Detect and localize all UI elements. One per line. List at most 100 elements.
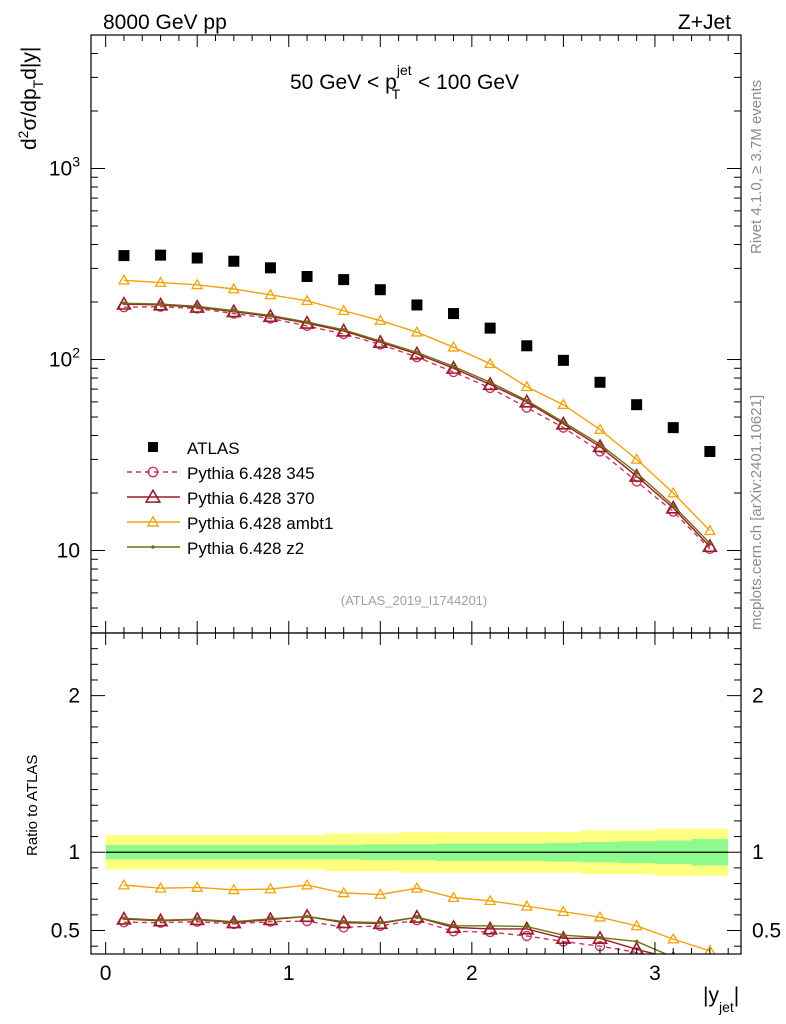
main-point-series-3 — [122, 301, 126, 306]
legend-label-series-3: Pythia 6.428 z2 — [187, 539, 304, 558]
ratio-point-series-2 — [704, 944, 716, 954]
ratio-plot-marks — [116, 878, 716, 974]
ratio-point-series-3 — [634, 939, 639, 944]
ratio-y-tick-label-left: 2 — [68, 685, 80, 708]
main-point-series-2 — [154, 276, 167, 287]
ratio-point-series-2 — [447, 891, 460, 903]
main-point-series-2 — [667, 486, 680, 498]
data-point — [448, 308, 460, 320]
main-point-series-2 — [630, 453, 643, 464]
main-point-series-2 — [520, 380, 533, 392]
ratio-point-series-1 — [299, 908, 315, 923]
main-y-tick-label: 103 — [49, 154, 80, 181]
ratio-point-series-1 — [518, 920, 535, 935]
ratio-point-series-2 — [191, 881, 204, 892]
data-point — [301, 271, 313, 283]
ratio-point-series-0 — [705, 965, 714, 974]
main-point-series-3 — [378, 339, 383, 343]
ratio-point-series-3 — [195, 917, 199, 922]
main-point-series-0 — [521, 402, 532, 413]
main-point-series-2 — [557, 398, 570, 410]
ratio-point-series-2 — [337, 886, 350, 898]
data-point — [338, 274, 350, 286]
main-point-series-3 — [708, 541, 712, 546]
side-label-rivet: Rivet 4.1.0, ≥ 3.7M events — [748, 80, 765, 254]
x-tick-label: 1 — [283, 962, 295, 985]
main-y-tick-label: 102 — [49, 345, 80, 372]
main-point-series-3 — [268, 313, 273, 318]
ratio-point-series-2 — [630, 919, 643, 931]
ratio-point-series-3 — [415, 915, 419, 920]
legend-marker-atlas — [148, 442, 158, 452]
ratio-y-tick-label-right: 0.5 — [752, 920, 781, 943]
main-point-series-2 — [703, 524, 716, 536]
main-point-series-3 — [305, 320, 309, 324]
main-point-series-3 — [671, 503, 676, 508]
main-point-series-3 — [415, 350, 419, 355]
main-point-series-3 — [488, 380, 492, 385]
legend: ATLAS Pythia 6.428 345 Pythia 6.428 370 Pyt… — [127, 439, 333, 558]
ratio-line-series-3 — [123, 915, 668, 954]
main-point-series-2 — [484, 357, 497, 369]
legend-marker-series-3 — [151, 545, 155, 549]
main-point-series-3 — [195, 304, 199, 309]
main-plot-marks — [116, 249, 718, 555]
ratio-point-series-1 — [445, 919, 462, 934]
main-point-series-2 — [264, 288, 277, 300]
data-point — [191, 252, 203, 264]
ratio-line-series-2 — [123, 884, 711, 952]
ratio-point-series-3 — [451, 924, 456, 928]
ratio-point-series-2 — [227, 883, 240, 895]
axes: 0 1 2 3 10 102 103 0.5 0.5 1 1 2 2 — [49, 34, 781, 985]
analysis-watermark: (ATLAS_2019_I1744201) — [341, 593, 487, 608]
main-point-series-2 — [447, 340, 460, 352]
main-point-series-3 — [634, 471, 639, 475]
x-axis-label: |yjet| — [703, 984, 739, 1015]
main-point-series-2 — [227, 282, 240, 294]
ratio-point-series-3 — [598, 935, 602, 940]
main-point-series-3 — [561, 420, 566, 424]
main-point-series-2 — [191, 278, 204, 290]
ratio-point-series-3 — [561, 933, 566, 938]
title-subscript: T — [392, 86, 401, 102]
ratio-point-series-2 — [667, 932, 680, 944]
ratio-point-series-2 — [410, 881, 424, 893]
data-point — [411, 299, 423, 311]
ratio-point-series-3 — [488, 924, 492, 928]
ratio-point-series-0 — [669, 957, 678, 966]
main-point-series-1 — [518, 393, 535, 408]
header-left: 8000 GeV pp — [103, 11, 227, 34]
ratio-point-series-2 — [593, 910, 607, 922]
data-point — [521, 340, 533, 352]
ratio-point-series-3 — [268, 916, 273, 921]
ratio-point-series-3 — [232, 919, 236, 924]
x-tick-label: 2 — [466, 962, 478, 985]
ratio-y-tick-label-right: 1 — [752, 841, 764, 864]
x-tick-label: 0 — [100, 962, 112, 985]
ratio-point-series-0 — [521, 930, 532, 942]
main-point-series-1 — [555, 415, 572, 430]
data-point — [264, 262, 276, 274]
data-point — [704, 445, 716, 457]
main-point-series-2 — [337, 304, 350, 316]
ratio-y-axis-label: Ratio to ATLAS — [24, 755, 41, 856]
main-point-series-2 — [593, 423, 607, 434]
ratio-point-series-0 — [631, 947, 642, 954]
ratio-point-series-3 — [671, 955, 675, 959]
title-superscript: jet — [396, 62, 412, 78]
main-line-series-0 — [123, 306, 711, 550]
data-point — [667, 422, 679, 434]
main-point-series-1 — [665, 499, 682, 514]
main-point-series-2 — [374, 314, 387, 325]
data-point — [484, 322, 496, 334]
ratio-point-series-3 — [378, 920, 383, 925]
ratio-point-series-3 — [158, 918, 163, 922]
ratio-frame — [90, 632, 742, 955]
main-line-series-2 — [123, 279, 711, 532]
legend-label-atlas: ATLAS — [187, 439, 240, 458]
main-point-series-1 — [592, 438, 608, 453]
main-point-series-3 — [232, 308, 236, 313]
ratio-point-series-2 — [154, 881, 167, 893]
data-point — [557, 354, 569, 366]
legend-label-series-0: Pythia 6.428 345 — [187, 464, 315, 483]
